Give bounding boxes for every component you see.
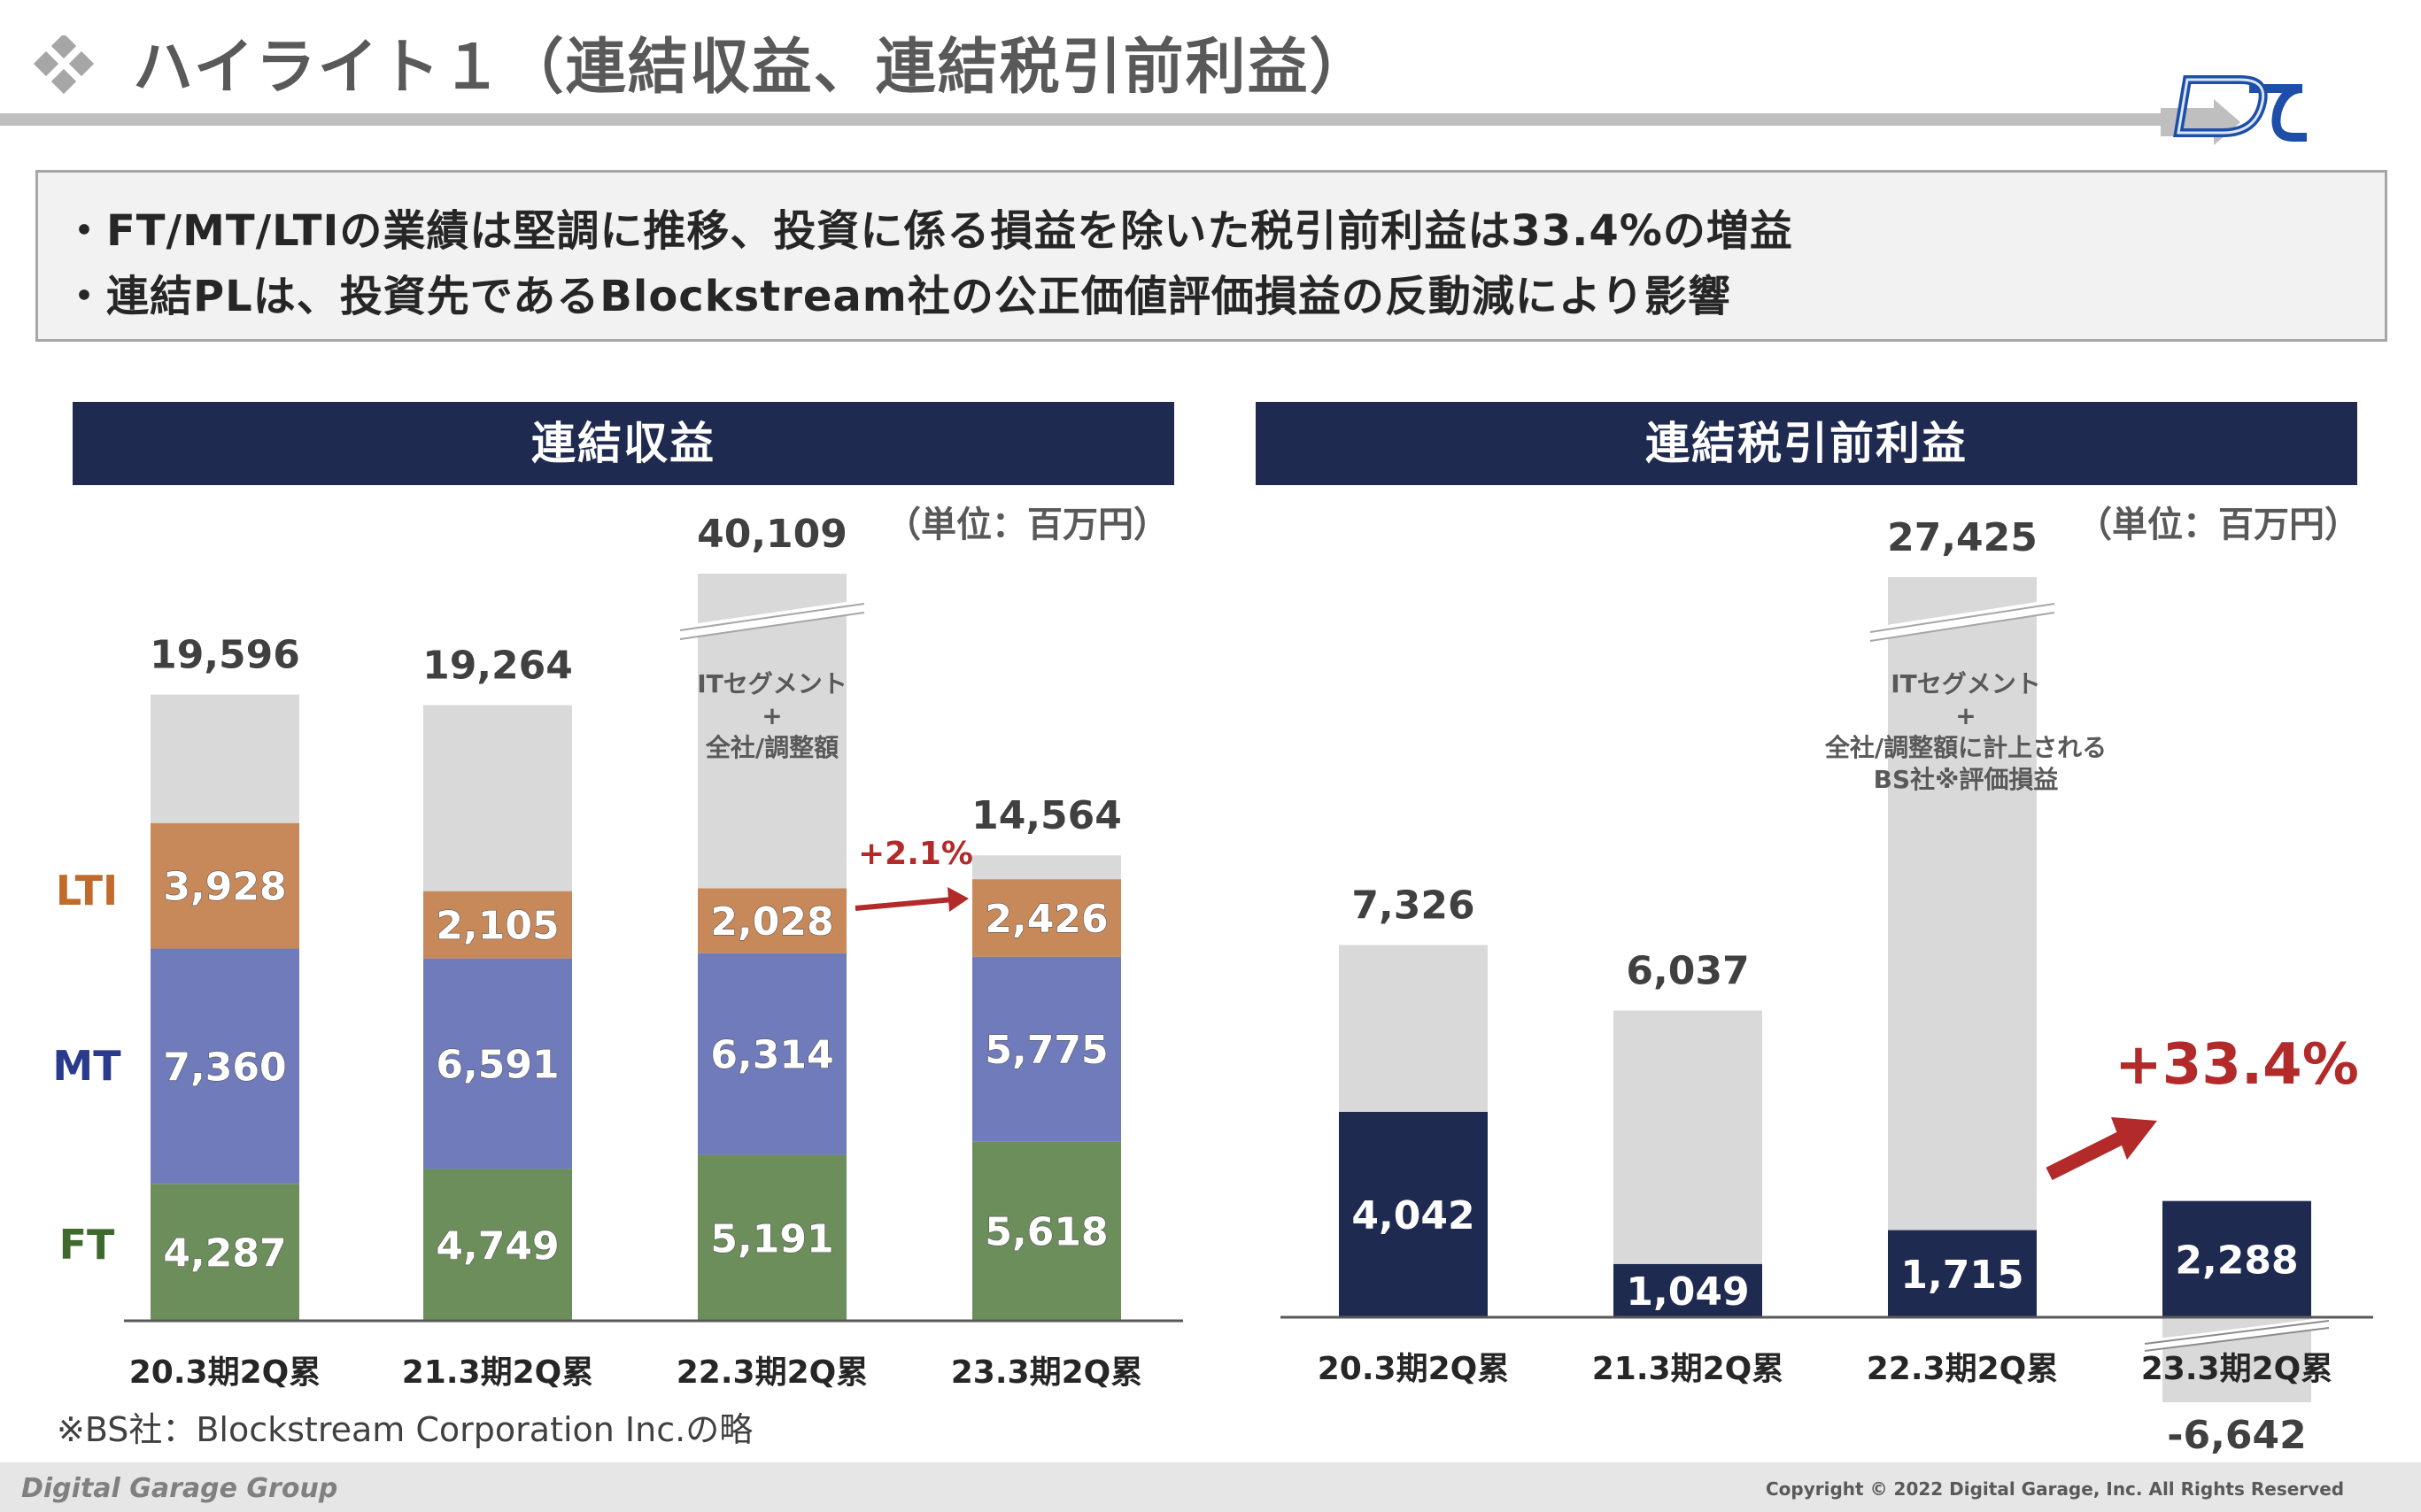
data-label: 2,288 [2175, 1238, 2298, 1283]
x-tick-label: 20.3期2Q累 [1318, 1351, 1509, 1387]
series-label-mt: MT [52, 1042, 121, 1090]
series-label-lti: LTI [56, 867, 118, 914]
bar-annotation: ITセグメント [697, 669, 847, 698]
footer-brand: Digital Garage Group [21, 1473, 338, 1504]
bar-other [151, 694, 299, 823]
data-label: 7,360 [163, 1045, 286, 1090]
axis-break-mark [679, 603, 865, 631]
bar-lti [698, 888, 847, 953]
axis-break-mark [2144, 1327, 2330, 1352]
pretax-profit-panel-title: 連結税引前利益 [1256, 402, 2357, 485]
bar-annotation: 全社/調整額に計上される [1824, 733, 2107, 762]
footer-bar [0, 1462, 2421, 1512]
unit-label: （単位：百万円） [886, 505, 1169, 545]
summary-bullet: ・連結PLは、投資先であるBlockstream社の公正価値評価損益の反動減によ… [63, 272, 1731, 321]
bar-lti [423, 891, 572, 959]
axis-break-mark [1868, 599, 2056, 640]
bar-lti [972, 879, 1121, 957]
data-label: 3,928 [163, 865, 286, 910]
data-label: 6,314 [710, 1033, 833, 1078]
summary-bullet: ・FT/MT/LTIの業績は堅調に推移、投資に係る損益を除いた税引前利益は33.… [63, 206, 1793, 256]
growth-arrow-head [948, 887, 969, 912]
bar-ft [698, 1154, 847, 1321]
data-label: 5,775 [985, 1028, 1108, 1073]
total-label: 19,596 [150, 633, 300, 678]
total-label: 6,037 [1626, 948, 1749, 993]
bar-core [1888, 1230, 2037, 1317]
data-label: 5,618 [985, 1210, 1108, 1255]
bar-annotation: + [1955, 701, 1976, 730]
bar-ft [151, 1184, 299, 1321]
page-title: ハイライト１（連結収益、連結税引前利益） [133, 33, 1372, 103]
x-tick-label: 21.3期2Q累 [1592, 1351, 1783, 1387]
diamond-bullet-icon [34, 35, 95, 95]
x-tick-label: 23.3期2Q累 [951, 1354, 1142, 1391]
data-label: 1,715 [1900, 1253, 2023, 1298]
data-label: 1,049 [1626, 1269, 1749, 1315]
bar-other [423, 705, 572, 891]
total-label: 27,425 [1887, 515, 2038, 560]
bar-mt [972, 956, 1121, 1142]
bar-ft [423, 1169, 572, 1321]
bar-ft [972, 1141, 1121, 1321]
bar-mt [151, 948, 299, 1184]
bar-annotation: BS社※評価損益 [1874, 765, 2059, 794]
unit-label: （単位：百万円） [2077, 505, 2360, 545]
bar-annotation: 全社/調整額 [705, 733, 839, 762]
bar-annotation: ITセグメント [1891, 669, 2041, 698]
total-label: 7,326 [1351, 883, 1474, 928]
axis-break-mark [679, 599, 865, 638]
revenue-panel-title: 連結収益 [73, 402, 1174, 485]
growth-arrow [2046, 1131, 2123, 1181]
total-label: 14,564 [971, 793, 1122, 838]
bar-other [1613, 1010, 1762, 1264]
bar-mt [698, 953, 847, 1155]
series-label-ft: FT [59, 1221, 115, 1269]
x-tick-label: 21.3期2Q累 [402, 1354, 593, 1391]
total-label: 19,264 [422, 644, 573, 689]
data-label: 5,191 [710, 1216, 833, 1261]
bar-mt [423, 958, 572, 1169]
axis-break-mark [2144, 1317, 2330, 1351]
bar-annotation: + [762, 701, 782, 730]
growth-label: +33.4% [2115, 1032, 2359, 1098]
bar-other [972, 855, 1121, 880]
x-tick-label: 23.3期2Q累 [2141, 1351, 2332, 1387]
bar-core [1339, 1111, 1488, 1317]
bar-other [1339, 945, 1488, 1112]
axis-break-mark [679, 612, 865, 640]
bar-core [1613, 1263, 1762, 1317]
growth-label: +2.1% [858, 836, 973, 872]
data-label: 4,749 [436, 1223, 559, 1269]
data-label: 4,287 [163, 1231, 286, 1277]
axis-break-mark [1869, 612, 2055, 642]
x-tick-label: 22.3期2Q累 [677, 1354, 868, 1391]
bar-other [1888, 577, 2037, 1230]
revenue-stacked-bar-chart: 4,287 7,360 3,928 19,596 20.3期2Q累 4,749 6,591 2… [52, 512, 1183, 1391]
bar-lti [151, 822, 299, 949]
digital-garage-logo [2173, 75, 2307, 142]
axis-break-mark [2144, 1320, 2330, 1345]
header-divider [0, 113, 2161, 126]
growth-arrow-head [2111, 1117, 2157, 1160]
data-label: 2,105 [436, 904, 559, 949]
data-label: 2,426 [985, 897, 1108, 942]
x-tick-label: 20.3期2Q累 [129, 1354, 321, 1391]
pretax-profit-bar-chart: 4,042 7,326 20.3期2Q累 1,049 6,037 21.3期2Q累 1,71… [1280, 515, 2373, 1458]
axis-break-mark [1869, 603, 2055, 633]
footnote: ※BS社：Blockstream Corporation Inc.の略 [57, 1410, 754, 1449]
x-tick-label: 22.3期2Q累 [1867, 1351, 2058, 1387]
bar-core [2162, 1200, 2311, 1317]
data-label: 4,042 [1351, 1193, 1474, 1238]
data-label: 6,591 [436, 1043, 559, 1088]
growth-arrow [855, 897, 954, 911]
summary-box: ・FT/MT/LTIの業績は堅調に推移、投資に係る損益を除いた税引前利益は33.… [35, 170, 2387, 342]
data-label: 2,028 [710, 899, 833, 945]
total-label: 40,109 [697, 512, 847, 557]
copyright-text: Copyright © 2022 Digital Garage, Inc. Al… [1766, 1478, 2345, 1500]
total-label: -6,642 [2167, 1413, 2306, 1458]
